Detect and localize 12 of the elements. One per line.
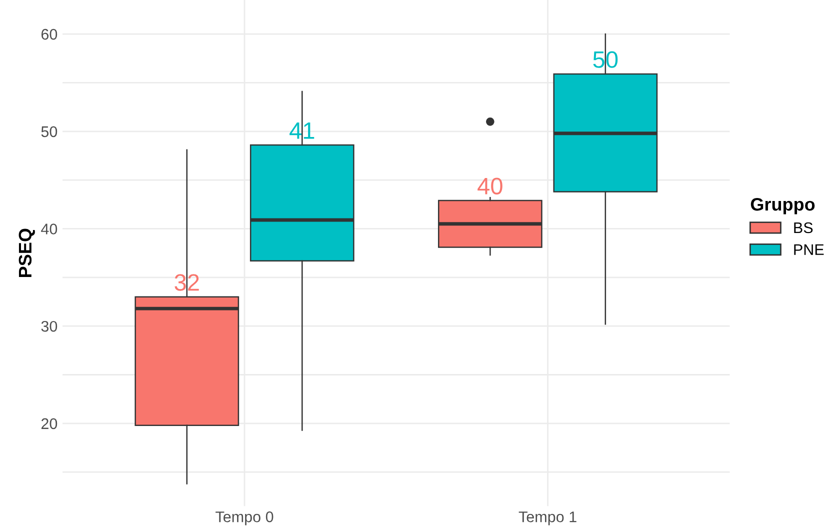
annotation: 40 bbox=[478, 178, 502, 194]
y-tick-label: 50 bbox=[41, 126, 58, 138]
legend-label: BS bbox=[794, 222, 813, 234]
y-axis-title: PSEQ bbox=[18, 228, 35, 277]
x-tick-label: Tempo 0 bbox=[216, 511, 274, 526]
y-tick-label: 40 bbox=[41, 224, 58, 234]
x-tick-label: Tempo 1 bbox=[518, 512, 576, 526]
y-tick-label: 30 bbox=[41, 320, 58, 332]
legend-label: PNE bbox=[794, 244, 824, 255]
y-tick-label: 60 bbox=[41, 28, 58, 40]
legend-title: Gruppo bbox=[750, 198, 815, 214]
y-tick-label: 20 bbox=[41, 418, 58, 430]
